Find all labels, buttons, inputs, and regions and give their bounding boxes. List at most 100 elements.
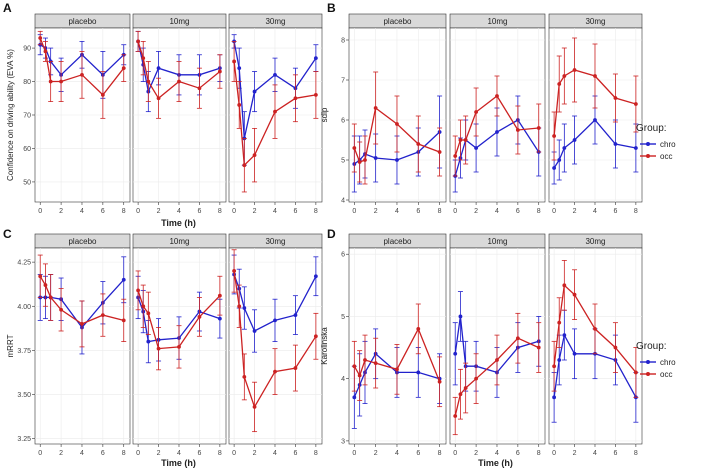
x-tick-label: 0 — [136, 450, 140, 457]
facet-strip-label: 30mg — [265, 17, 285, 26]
data-point — [136, 39, 141, 44]
data-point — [232, 59, 237, 64]
x-tick-label: 8 — [314, 208, 318, 215]
x-tick-label: 4 — [273, 208, 277, 215]
data-point — [572, 68, 577, 72]
data-point — [463, 138, 468, 142]
facet-10mg: 10mg 0 2 4 6 8 — [449, 233, 546, 457]
data-point — [363, 158, 367, 162]
y-axis-label: mRRT — [6, 334, 15, 357]
x-tick-label: 8 — [122, 208, 126, 215]
data-point — [313, 56, 318, 61]
data-point — [352, 395, 357, 400]
legend-entry-chro: chro — [640, 140, 676, 149]
facet-30mg: 30mg 0 2 4 6 8 — [548, 233, 643, 457]
data-point — [474, 110, 478, 114]
x-tick-label: 2 — [374, 450, 378, 457]
facet-strip-label: 10mg — [487, 237, 507, 246]
data-point — [557, 158, 562, 162]
y-tick-label: 3.25 — [17, 436, 31, 443]
x-tick-label: 2 — [59, 450, 63, 457]
data-point — [357, 160, 362, 164]
x-tick-label: 2 — [474, 450, 478, 457]
data-point — [437, 379, 442, 384]
y-tick-label: 60 — [23, 146, 31, 153]
plot-frame — [548, 27, 643, 203]
legend-point-occ-2 — [646, 372, 650, 376]
legend-entry-chro-2: chro — [640, 358, 676, 367]
data-point — [293, 366, 298, 370]
x-tick-label: 8 — [537, 208, 541, 215]
data-point — [557, 82, 562, 86]
data-point — [515, 336, 520, 341]
y-tick-label: 6 — [341, 118, 345, 125]
x-tick-label: 4 — [177, 208, 181, 215]
data-point — [217, 293, 222, 298]
data-point — [593, 326, 597, 331]
panel-d: D Karolinska Time (h) placebo 0 2 4 6 8 3 4 5 6 10mg 0… — [320, 227, 643, 468]
x-tick-label: 2 — [157, 208, 161, 215]
x-tick-label: 4 — [593, 208, 597, 215]
data-point — [177, 344, 181, 349]
data-point — [141, 304, 146, 309]
x-axis-label: Time (h) — [161, 218, 196, 228]
y-tick-label: 5 — [341, 314, 345, 321]
data-point — [156, 346, 161, 351]
y-tick-label: 80 — [23, 79, 31, 86]
data-point — [453, 414, 458, 418]
x-tick-label: 0 — [232, 450, 236, 457]
x-tick-label: 6 — [293, 208, 297, 215]
series-occ — [351, 71, 443, 185]
x-tick-label: 8 — [438, 208, 442, 215]
data-point — [59, 79, 63, 84]
data-point — [121, 318, 126, 323]
panel-letter: B — [327, 1, 336, 15]
data-point — [395, 158, 399, 162]
series-occ — [231, 249, 319, 433]
data-point — [357, 373, 362, 378]
legend-title: Group: — [636, 123, 667, 134]
facet-placebo: placebo 0 2 4 6 8 3.25 3.50 3.75 4.00 4.25 — [17, 233, 131, 457]
facet-strip-label: 30mg — [265, 237, 285, 246]
legend-label-chro: chro — [660, 140, 676, 149]
x-tick-label: 8 — [218, 208, 222, 215]
x-tick-label: 8 — [438, 450, 442, 457]
data-point — [453, 154, 458, 158]
data-point — [613, 345, 618, 350]
x-tick-label: 0 — [552, 450, 556, 457]
data-point — [562, 283, 567, 288]
data-point — [572, 351, 577, 356]
series-occ — [37, 30, 127, 119]
y-tick-label: 3 — [341, 438, 345, 445]
data-point — [48, 295, 53, 300]
x-tick-label: 8 — [634, 208, 638, 215]
facet-30mg: 30mg 0 2 4 6 8 — [228, 13, 323, 215]
legend-title-2: Group: — [636, 341, 667, 352]
x-tick-label: 0 — [38, 208, 42, 215]
data-point — [121, 66, 126, 71]
data-point — [156, 96, 161, 101]
data-point — [156, 66, 161, 71]
y-tick-label: 6 — [341, 252, 345, 259]
data-point — [273, 109, 277, 114]
data-point — [252, 405, 257, 409]
data-point — [373, 361, 378, 366]
facet-10mg: 10mg 0 2 4 6 8 — [449, 13, 546, 215]
series-occ — [452, 75, 542, 177]
data-point — [416, 326, 421, 331]
x-tick-label: 0 — [453, 208, 457, 215]
data-point — [273, 318, 277, 323]
data-point — [217, 69, 222, 74]
data-point — [458, 138, 463, 142]
data-point — [197, 86, 202, 91]
data-point — [237, 66, 242, 71]
data-point — [495, 358, 499, 362]
panel-a: A Confidence on driving ability (EVA %) Ti… — [3, 1, 323, 228]
facet-strip-label: placebo — [383, 17, 412, 26]
data-point — [80, 72, 84, 77]
data-point — [100, 313, 105, 317]
data-point — [141, 56, 146, 61]
plot-frame — [449, 27, 546, 203]
y-tick-label: 4 — [341, 198, 345, 205]
